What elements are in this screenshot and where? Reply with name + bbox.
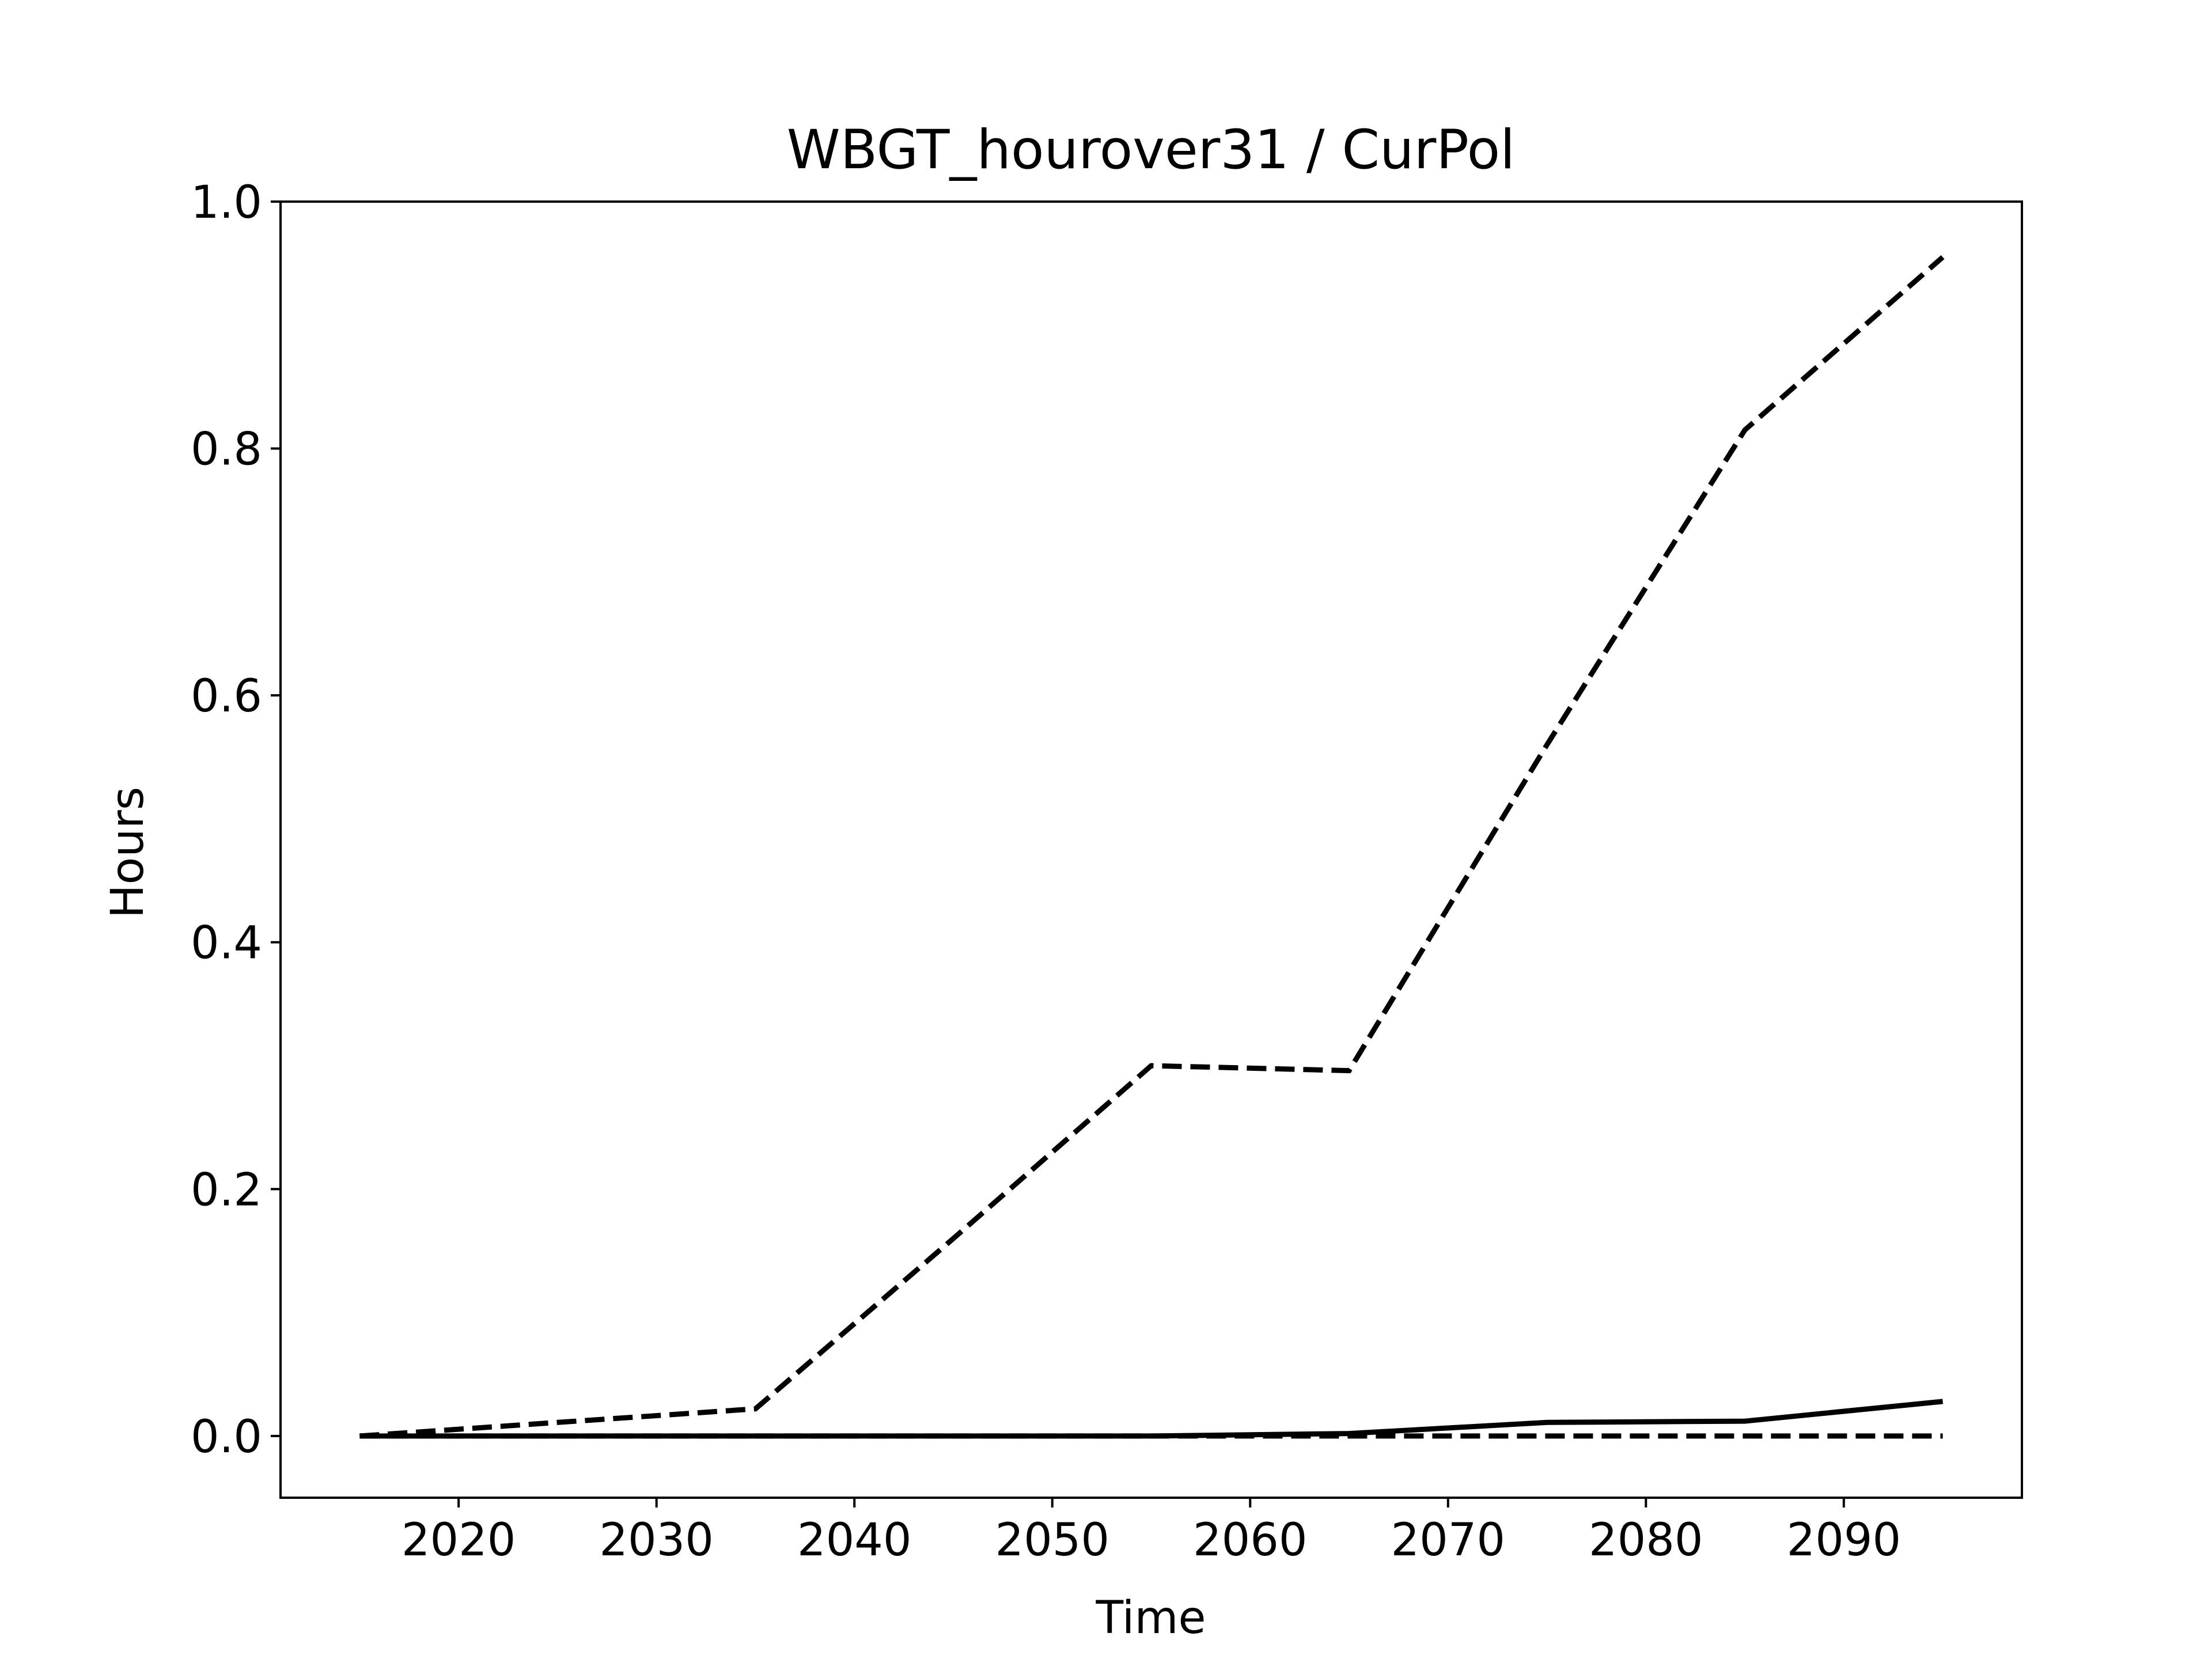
x-tick-label: 2080 bbox=[1589, 1514, 1703, 1566]
x-tick-label: 2090 bbox=[1787, 1514, 1902, 1566]
x-tick-label: 2040 bbox=[797, 1514, 912, 1566]
y-tick-label: 0.0 bbox=[191, 1411, 262, 1463]
series-layer bbox=[359, 255, 1945, 1439]
x-tick-label: 2050 bbox=[995, 1514, 1109, 1566]
y-axis-label: Hours bbox=[102, 787, 154, 919]
x-axis-label: Time bbox=[1096, 1592, 1206, 1644]
y-tick-label: 0.4 bbox=[191, 918, 262, 969]
series-line-1 bbox=[359, 255, 1945, 1439]
plot-frame bbox=[279, 200, 2023, 1499]
x-tick-label: 2060 bbox=[1193, 1514, 1308, 1566]
axes-layer: 2020 2030 2040 2050 2060 2070 2080 2090 0.0 0.2 0.… bbox=[191, 177, 2023, 1566]
x-tick-label: 2020 bbox=[402, 1514, 516, 1566]
y-tick-label: 0.2 bbox=[191, 1164, 262, 1216]
y-tick-label: 0.8 bbox=[191, 424, 262, 476]
x-tick-label: 2070 bbox=[1391, 1514, 1506, 1566]
chart-title: WBGT_hourover31 / CurPol bbox=[787, 119, 1515, 181]
x-tick-label: 2030 bbox=[599, 1514, 714, 1566]
y-tick-label: 1.0 bbox=[191, 177, 262, 229]
y-tick-label: 0.6 bbox=[191, 671, 262, 722]
